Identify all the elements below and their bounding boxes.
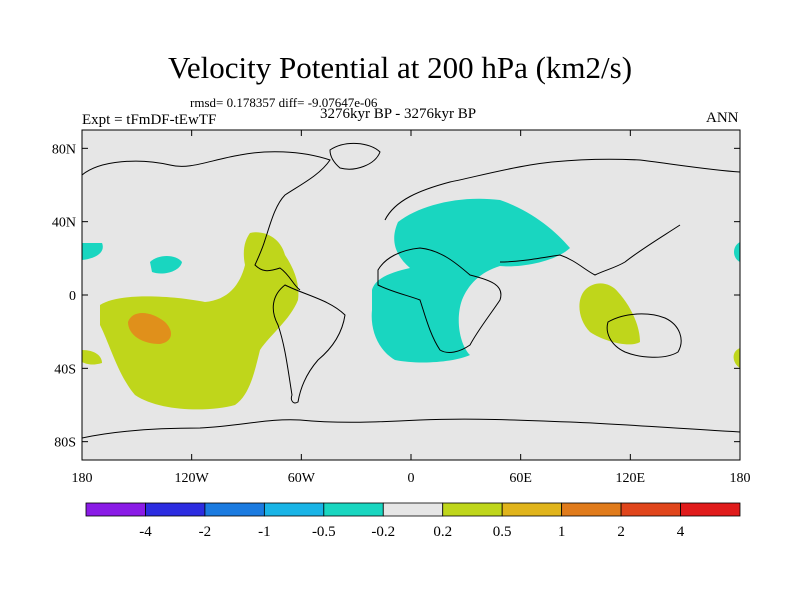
colorbar-swatch bbox=[323, 502, 384, 517]
colorbar-label: 4 bbox=[677, 524, 685, 540]
lon-label: 180 bbox=[72, 471, 93, 486]
colorbar-swatch bbox=[85, 502, 146, 517]
coast-africa bbox=[377, 247, 502, 353]
colorbar-label: -4 bbox=[139, 524, 152, 540]
lon-label: 60W bbox=[288, 471, 316, 486]
coast-asia bbox=[499, 224, 681, 276]
coast-south-america bbox=[272, 284, 346, 404]
lon-label: 60E bbox=[509, 471, 532, 486]
colorbar-swatch bbox=[145, 502, 206, 517]
lon-label: 180 bbox=[730, 471, 751, 486]
colorbar-label: -1 bbox=[258, 524, 271, 540]
colorbar: -4 -2 -1 -0.5 -0.2 0.2 0.5 1 2 4 bbox=[85, 502, 741, 540]
coast-australia bbox=[606, 313, 682, 358]
lon-label: 120E bbox=[616, 471, 646, 486]
period-label: 3276kyr BP - 3276kyr BP bbox=[320, 106, 477, 122]
coastlines bbox=[82, 143, 740, 439]
colorbar-swatch bbox=[680, 502, 741, 517]
stats-text: rmsd= 0.178357 diff= -9.07647e-06 bbox=[190, 95, 378, 110]
coast-antarctica bbox=[82, 418, 740, 439]
lat-label: 80N bbox=[52, 142, 76, 157]
colorbar-label: 2 bbox=[617, 524, 625, 540]
positive-anomaly-west-edge bbox=[82, 350, 102, 365]
lon-label: 0 bbox=[408, 471, 415, 486]
positive-anomaly-maritime-continent bbox=[579, 283, 640, 345]
colorbar-label: -2 bbox=[199, 524, 212, 540]
colorbar-label: -0.5 bbox=[312, 524, 336, 540]
colorbar-label: 0.5 bbox=[493, 524, 512, 540]
chart-title: Velocity Potential at 200 hPa (km2/s) bbox=[167, 50, 633, 85]
coast-north-america bbox=[82, 151, 331, 291]
negative-anomaly-west-edge bbox=[82, 243, 103, 260]
colorbar-swatch bbox=[442, 502, 503, 517]
anomaly-regions bbox=[82, 198, 740, 410]
colorbar-swatch bbox=[263, 502, 325, 517]
lat-label: 80S bbox=[54, 436, 76, 451]
lat-label: 40N bbox=[52, 216, 76, 231]
colorbar-label: 0.2 bbox=[433, 524, 452, 540]
lon-label: 120W bbox=[175, 471, 210, 486]
lat-label: 40S bbox=[54, 362, 76, 377]
positive-anomaly-east-edge bbox=[733, 348, 740, 368]
season-label: ANN bbox=[706, 110, 739, 126]
colorbar-swatch bbox=[382, 502, 444, 517]
colorbar-swatch bbox=[561, 502, 622, 517]
lat-label: 0 bbox=[69, 289, 76, 304]
colorbar-swatch bbox=[501, 502, 563, 517]
coast-greenland bbox=[329, 143, 381, 170]
longitude-ticks: 180 120W 60W 0 60E 120E 180 bbox=[72, 130, 751, 486]
negative-anomaly-east-edge bbox=[734, 242, 740, 262]
experiment-label: Expt = tFmDF-tEwTF bbox=[82, 112, 217, 128]
colorbar-label: -0.2 bbox=[371, 524, 395, 540]
colorbar-swatch bbox=[204, 502, 265, 517]
positive-anomaly-core bbox=[128, 313, 172, 344]
coast-africa-europe bbox=[384, 158, 740, 221]
colorbar-label: 1 bbox=[558, 524, 566, 540]
negative-anomaly-pacific bbox=[150, 256, 182, 274]
colorbar-swatch bbox=[620, 502, 681, 517]
negative-anomaly-africa-asia bbox=[371, 198, 570, 363]
positive-anomaly-east-pacific bbox=[100, 232, 299, 410]
latitude-ticks: 80N 40N 0 40S 80S bbox=[52, 142, 740, 451]
